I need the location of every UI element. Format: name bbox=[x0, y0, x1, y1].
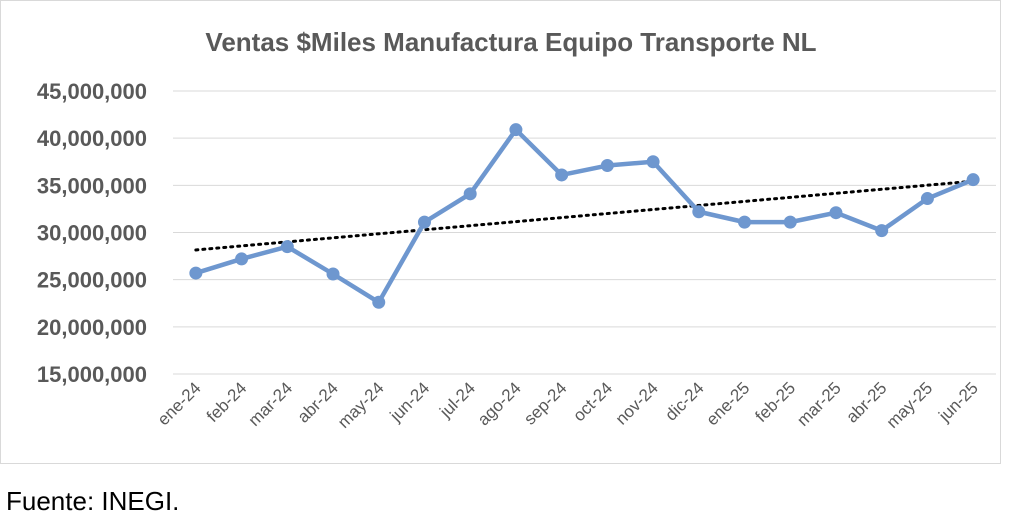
data-point bbox=[555, 168, 569, 182]
x-tick-label: nov-24 bbox=[612, 378, 662, 428]
data-point bbox=[875, 224, 889, 238]
x-tick-label: feb-25 bbox=[752, 378, 800, 426]
x-tick-label: dic-24 bbox=[661, 378, 707, 424]
x-tick-label: oct-24 bbox=[569, 378, 616, 425]
data-point bbox=[189, 266, 203, 280]
x-tick-label: sep-24 bbox=[520, 378, 570, 428]
x-tick-label: jun-25 bbox=[934, 378, 982, 426]
x-tick-label: jul-24 bbox=[435, 378, 479, 422]
series bbox=[189, 123, 980, 309]
data-point bbox=[692, 205, 706, 219]
x-tick-label: mar-24 bbox=[245, 378, 297, 430]
x-tick-label: may-25 bbox=[883, 378, 937, 432]
data-point bbox=[417, 215, 431, 229]
chart-frame: Ventas $Miles Manufactura Equipo Transpo… bbox=[0, 0, 1001, 464]
data-point bbox=[326, 267, 340, 281]
y-tick-label: 15,000,000 bbox=[37, 362, 147, 387]
data-point bbox=[829, 206, 843, 220]
y-tick-label: 40,000,000 bbox=[37, 126, 147, 151]
y-tick-label: 20,000,000 bbox=[37, 315, 147, 340]
y-tick-label: 30,000,000 bbox=[37, 221, 147, 246]
data-point bbox=[509, 123, 523, 137]
data-point bbox=[738, 215, 752, 229]
chart-title: Ventas $Miles Manufactura Equipo Transpo… bbox=[205, 27, 816, 57]
data-point bbox=[920, 192, 934, 206]
source-note: Fuente: INEGI. bbox=[6, 486, 180, 516]
x-tick-label: jun-24 bbox=[386, 378, 434, 426]
x-tick-label: ago-24 bbox=[474, 378, 525, 429]
data-point bbox=[235, 252, 249, 266]
x-tick-label: feb-24 bbox=[203, 378, 251, 426]
y-tick-label: 45,000,000 bbox=[37, 79, 147, 104]
gridlines bbox=[173, 90, 996, 375]
x-tick-label: may-24 bbox=[334, 378, 388, 432]
data-point bbox=[646, 155, 660, 169]
series-line bbox=[195, 127, 974, 305]
x-tick-label: ene-25 bbox=[702, 378, 753, 429]
trendline bbox=[194, 179, 975, 252]
y-tick-label: 35,000,000 bbox=[37, 173, 147, 198]
y-axis-ticks: 15,000,000 20,000,000 25,000,000 30,000,000… bbox=[37, 79, 147, 387]
trendline-line bbox=[194, 179, 975, 252]
line-chart: Ventas $Miles Manufactura Equipo Transpo… bbox=[37, 27, 996, 432]
data-point bbox=[372, 295, 386, 309]
y-tick-label: 25,000,000 bbox=[37, 268, 147, 293]
data-point bbox=[463, 187, 477, 201]
data-point bbox=[783, 215, 797, 229]
data-point bbox=[280, 240, 294, 254]
x-tick-label: mar-25 bbox=[793, 378, 845, 430]
data-point bbox=[966, 173, 980, 187]
data-point bbox=[600, 159, 614, 173]
x-tick-label: ene-24 bbox=[154, 378, 205, 429]
